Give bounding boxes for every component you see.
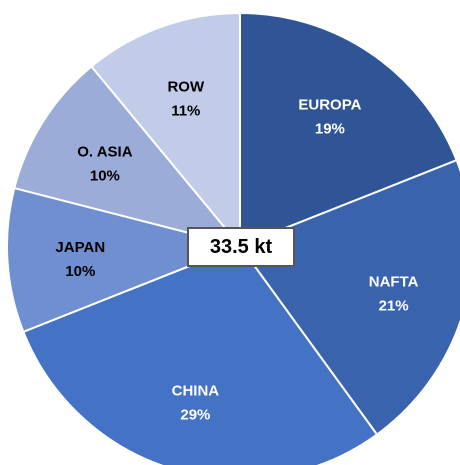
slice-label-nafta: NAFTA <box>369 274 419 291</box>
slice-label-china: CHINA <box>172 383 220 400</box>
slice-label-o-asia: O. ASIA <box>77 143 132 160</box>
slice-percent-china: 29% <box>180 407 210 424</box>
pie-slices <box>6 12 460 465</box>
pie-slice-nafta <box>239 159 460 436</box>
pie-slice-europa <box>239 12 458 247</box>
center-total-label: 33.5 kt <box>187 227 295 267</box>
slice-percent-europa: 19% <box>315 121 345 138</box>
pie-slice-row <box>90 12 241 247</box>
slice-label-europa: EUROPA <box>298 97 361 114</box>
slice-label-row: ROW <box>167 79 205 96</box>
pie-slice-japan <box>6 187 241 333</box>
slice-label-japan: JAPAN <box>55 239 105 256</box>
pie-labels: EUROPA 19% NAFTA 21% CHINA 29% JAPAN 10% O. ASIA… <box>55 79 418 424</box>
pie-slice-china <box>22 245 378 465</box>
slice-percent-japan: 10% <box>65 263 95 280</box>
slice-percent-row: 11% <box>171 103 200 120</box>
slice-percent-nafta: 21% <box>379 298 409 315</box>
slice-percent-o-asia: 10% <box>90 167 120 184</box>
pie-slice-o-asia <box>13 65 241 247</box>
